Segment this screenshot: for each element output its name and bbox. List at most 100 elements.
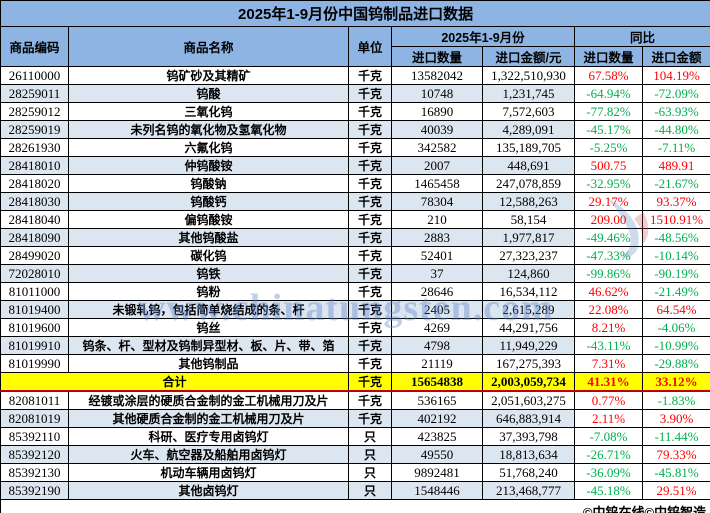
import-amount-cell: 12,588,263 <box>482 192 575 211</box>
import-qty-cell: 423825 <box>391 427 483 446</box>
product-name-cell: 钨铁 <box>68 264 349 283</box>
table-row: 28259011 钨酸 千克 10748 1,231,745 -64.94% -72.09% <box>0 84 710 103</box>
yoy-qty-cell: 41.31% <box>574 372 643 392</box>
yoy-amount-cell: -45.81% <box>641 463 710 482</box>
import-amount-cell: 2,003,059,734 <box>482 372 575 392</box>
yoy-qty-cell: -64.94% <box>574 84 643 103</box>
unit-cell: 千克 <box>348 318 392 337</box>
total-label-cell: 合计 <box>0 372 349 392</box>
page-title: 2025年1-9月份中国钨制品进口数据 <box>0 0 710 27</box>
import-amount-cell: 1,231,745 <box>482 84 575 103</box>
product-code-cell: 81019990 <box>0 354 69 373</box>
product-code-cell: 85392130 <box>0 463 69 482</box>
product-name-cell: 三氧化钨 <box>68 102 349 121</box>
import-amount-cell: 247,078,859 <box>482 174 575 193</box>
table-body: 26110000 钨矿砂及其精矿 千克 13582042 1,322,510,930 67… <box>0 66 710 500</box>
yoy-amount-cell: -7.11% <box>641 138 710 157</box>
import-qty-cell: 78304 <box>391 192 483 211</box>
table-row: 28259012 三氧化钨 千克 16890 7,572,603 -77.82% -63.9… <box>0 102 710 121</box>
unit-cell: 千克 <box>348 264 392 283</box>
product-name-cell: 科研、医疗专用卤钨灯 <box>68 427 349 446</box>
product-code-cell: 85392190 <box>0 481 69 500</box>
col-header-product-name: 商品名称 <box>68 26 349 67</box>
yoy-qty-cell: -49.46% <box>574 228 643 247</box>
table-row: 81019400 未锻轧钨，包括简单烧结成的条、杆 千克 2405 2,615,289 2… <box>0 300 710 319</box>
product-code-cell: 28499020 <box>0 246 69 265</box>
yoy-qty-cell: 67.58% <box>574 66 643 85</box>
import-amount-cell: 7,572,603 <box>482 102 575 121</box>
yoy-amount-cell: -72.09% <box>641 84 710 103</box>
yoy-amount-cell: -29.88% <box>641 354 710 373</box>
product-code-cell: 28259019 <box>0 120 69 139</box>
product-name-cell: 钨粉 <box>68 282 349 301</box>
import-qty-cell: 1465458 <box>391 174 483 193</box>
table-row: 85392110 科研、医疗专用卤钨灯只 423825 37,393,798 -7.08… <box>0 427 710 446</box>
import-qty-cell: 13582042 <box>391 66 483 85</box>
unit-cell: 千克 <box>348 174 392 193</box>
unit-cell: 千克 <box>348 300 392 319</box>
product-code-cell: 28418030 <box>0 192 69 211</box>
unit-cell: 千克 <box>348 390 392 410</box>
import-amount-cell: 58,154 <box>482 210 575 229</box>
yoy-amount-cell: 29.51% <box>641 481 710 500</box>
yoy-amount-cell: -1.83% <box>641 390 710 410</box>
import-qty-cell: 2007 <box>391 156 483 175</box>
import-amount-cell: 167,275,393 <box>482 354 575 373</box>
import-qty-cell: 21119 <box>391 354 483 373</box>
product-name-cell: 其他钨酸盐 <box>68 228 349 247</box>
yoy-qty-cell: 22.08% <box>574 300 643 319</box>
product-name-cell: 钨酸钙 <box>68 192 349 211</box>
unit-cell: 千克 <box>348 156 392 175</box>
product-code-cell: 28418020 <box>0 174 69 193</box>
table-row: 28418010 仲钨酸铵 千克 2007 448,691 500.75 489.91 <box>0 156 710 175</box>
table-row: 81019910 钨条、杆、型材及钨制异型材、板、片、带、箔 千克 4798 11,94… <box>0 336 710 355</box>
unit-cell: 千克 <box>348 84 392 103</box>
title-row: 2025年1-9月份中国钨制品进口数据 <box>0 0 710 27</box>
product-name-cell: 经镀或涂层的硬质合金制的金工机械用刀及片 <box>68 390 349 410</box>
yoy-qty-cell: -36.09% <box>574 463 643 482</box>
import-amount-cell: 4,289,091 <box>482 120 575 139</box>
yoy-qty-cell: 29.17% <box>574 192 643 211</box>
copyright-credit: ©中钨在线©中钨智造 <box>0 499 710 513</box>
yoy-qty-cell: -26.71% <box>574 445 643 464</box>
col-header-yoy-amount: 进口金额 <box>641 46 710 67</box>
import-amount-cell: 213,468,777 <box>482 481 575 500</box>
yoy-amount-cell: 489.91 <box>641 156 710 175</box>
product-name-cell: 钨矿砂及其精矿 <box>68 66 349 85</box>
unit-cell: 千克 <box>348 409 392 428</box>
unit-cell: 千克 <box>348 282 392 301</box>
col-header-period-group: 2025年1-9月份 <box>391 26 575 47</box>
table-row: 28418020 钨酸钠 千克 1465458 247,078,859 -32.95% -2… <box>0 174 710 193</box>
import-amount-cell: 124,860 <box>482 264 575 283</box>
unit-cell: 千克 <box>348 192 392 211</box>
import-amount-cell: 1,322,510,930 <box>482 66 575 85</box>
import-qty-cell: 37 <box>391 264 483 283</box>
yoy-qty-cell: -47.33% <box>574 246 643 265</box>
table-row: 72028010 钨铁 千克 37 124,860 -99.86% -90.19% <box>0 264 710 283</box>
product-code-cell: 26110000 <box>0 66 69 85</box>
import-qty-cell: 4269 <box>391 318 483 337</box>
product-code-cell: 28259011 <box>0 84 69 103</box>
import-qty-cell: 9892481 <box>391 463 483 482</box>
product-name-cell: 其他硬质合金制的金工机械用刀及片 <box>68 409 349 428</box>
yoy-amount-cell: -10.99% <box>641 336 710 355</box>
import-qty-cell: 15654838 <box>391 372 483 392</box>
product-name-cell: 其他卤钨灯 <box>68 481 349 500</box>
yoy-amount-cell: -48.56% <box>641 228 710 247</box>
import-amount-cell: 27,323,237 <box>482 246 575 265</box>
yoy-amount-cell: 104.19% <box>641 66 710 85</box>
table-row: 81019990 其他钨制品 千克 21119 167,275,393 7.31% -29.… <box>0 354 710 373</box>
yoy-qty-cell: -43.11% <box>574 336 643 355</box>
product-name-cell: 其他钨制品 <box>68 354 349 373</box>
table-row: 85392190 其他卤钨灯只 1548446 213,468,777 -45.18% 2… <box>0 481 710 500</box>
col-header-import-amount: 进口金额/元 <box>482 46 575 67</box>
import-qty-cell: 1548446 <box>391 481 483 500</box>
yoy-qty-cell: -45.17% <box>574 120 643 139</box>
yoy-qty-cell: 2.11% <box>574 409 643 428</box>
table-row: 85392120 火车、航空器及船舶用卤钨灯只 49550 18,813,634 -26… <box>0 445 710 464</box>
product-name-cell: 未列名钨的氧化物及氢氧化物 <box>68 120 349 139</box>
yoy-amount-cell: 3.90% <box>641 409 710 428</box>
table-row: 28418030 钨酸钙 千克 78304 12,588,263 29.17% 93.37% <box>0 192 710 211</box>
